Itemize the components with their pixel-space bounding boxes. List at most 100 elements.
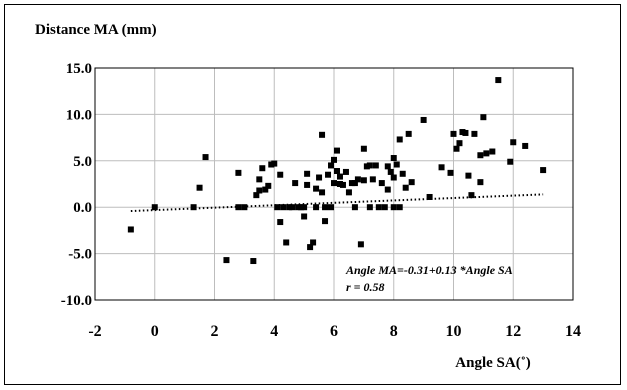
data-point — [387, 168, 394, 175]
data-point — [316, 174, 323, 181]
data-point — [393, 161, 400, 168]
data-point — [274, 204, 281, 211]
data-point — [241, 204, 248, 211]
data-point — [333, 147, 340, 154]
data-point — [333, 168, 340, 175]
x-tick-label: 12 — [505, 323, 521, 340]
x-tick-label: -2 — [88, 323, 101, 340]
y-axis-label: Distance MA (mm) — [35, 22, 157, 38]
data-point — [426, 193, 433, 200]
y-tick-label: 0.0 — [73, 200, 92, 216]
data-point — [304, 170, 311, 177]
plot-border — [94, 67, 574, 301]
data-point — [438, 164, 445, 171]
data-point — [471, 130, 478, 137]
data-point — [271, 160, 278, 167]
data-point — [328, 162, 335, 169]
data-point — [351, 180, 358, 187]
data-point — [384, 186, 391, 193]
data-point — [507, 158, 514, 165]
data-point — [301, 204, 308, 211]
data-point — [366, 204, 373, 211]
data-point — [322, 218, 329, 225]
data-point — [450, 130, 457, 137]
data-point — [381, 204, 388, 211]
data-point — [307, 244, 314, 251]
data-point — [339, 181, 346, 188]
data-point — [477, 179, 484, 186]
data-points — [127, 77, 547, 265]
data-point — [522, 142, 529, 149]
data-point — [319, 131, 326, 138]
data-point — [477, 152, 484, 159]
data-point — [456, 140, 463, 147]
x-axis-label: Angle SA(˚) — [455, 355, 530, 371]
data-point — [420, 116, 427, 123]
data-point — [465, 172, 472, 179]
data-point — [453, 145, 460, 152]
data-point — [313, 204, 320, 211]
data-point — [235, 169, 242, 176]
plot-area — [94, 67, 574, 301]
data-point — [390, 204, 397, 211]
y-tick-label: -5.0 — [68, 247, 92, 263]
data-point — [351, 204, 358, 211]
y-tick-label: -10.0 — [61, 293, 92, 309]
data-point — [310, 239, 317, 246]
data-point — [289, 204, 296, 211]
data-point — [190, 204, 197, 211]
data-point — [250, 258, 257, 265]
data-point — [402, 184, 409, 191]
data-point — [313, 185, 320, 192]
data-point — [366, 162, 373, 169]
data-point — [390, 155, 397, 162]
trendline — [130, 193, 544, 213]
data-point — [405, 130, 412, 137]
data-point — [304, 181, 311, 188]
data-point — [280, 204, 287, 211]
data-point — [483, 150, 490, 157]
data-point — [292, 180, 299, 187]
data-point — [462, 129, 469, 136]
x-tick-label: 0 — [151, 323, 159, 340]
data-point — [322, 204, 329, 211]
data-point — [369, 176, 376, 183]
data-point — [256, 187, 263, 194]
data-point — [196, 184, 203, 191]
data-point — [336, 173, 343, 180]
data-point — [325, 171, 332, 178]
x-tick-label: 2 — [211, 323, 219, 340]
x-tick-labels: -2 0 2 4 6 8 10 12 14 — [88, 323, 581, 340]
data-point — [399, 170, 406, 177]
data-point — [447, 169, 454, 176]
y-tick-label: 10.0 — [66, 107, 92, 123]
data-point — [265, 182, 272, 189]
regression-equation: Angle MA=-0.31+0.13 *Angle SA — [345, 263, 513, 277]
data-point — [331, 156, 337, 163]
y-tick-labels: -10.0 -5.0 0.0 5.0 10.0 15.0 — [61, 61, 92, 309]
x-tick-label: 6 — [330, 323, 338, 340]
data-point — [256, 176, 263, 183]
x-tick-label: 14 — [565, 323, 581, 340]
data-point — [360, 177, 367, 184]
data-point — [408, 179, 415, 186]
data-point — [480, 114, 487, 121]
data-point — [235, 204, 242, 211]
data-point — [283, 239, 290, 246]
data-point — [253, 192, 260, 199]
trendline-line — [130, 193, 544, 213]
data-point — [396, 204, 403, 211]
y-tick-label: 15.0 — [66, 61, 92, 77]
data-point — [372, 162, 379, 169]
data-point — [277, 219, 284, 226]
data-point — [357, 241, 364, 248]
data-point — [378, 180, 385, 187]
data-point — [354, 176, 361, 183]
y-tick-label: 5.0 — [73, 154, 92, 170]
x-tick-label: 8 — [390, 323, 398, 340]
data-point — [328, 204, 335, 211]
data-point — [390, 174, 397, 181]
data-point — [331, 180, 337, 187]
data-point — [345, 189, 352, 196]
